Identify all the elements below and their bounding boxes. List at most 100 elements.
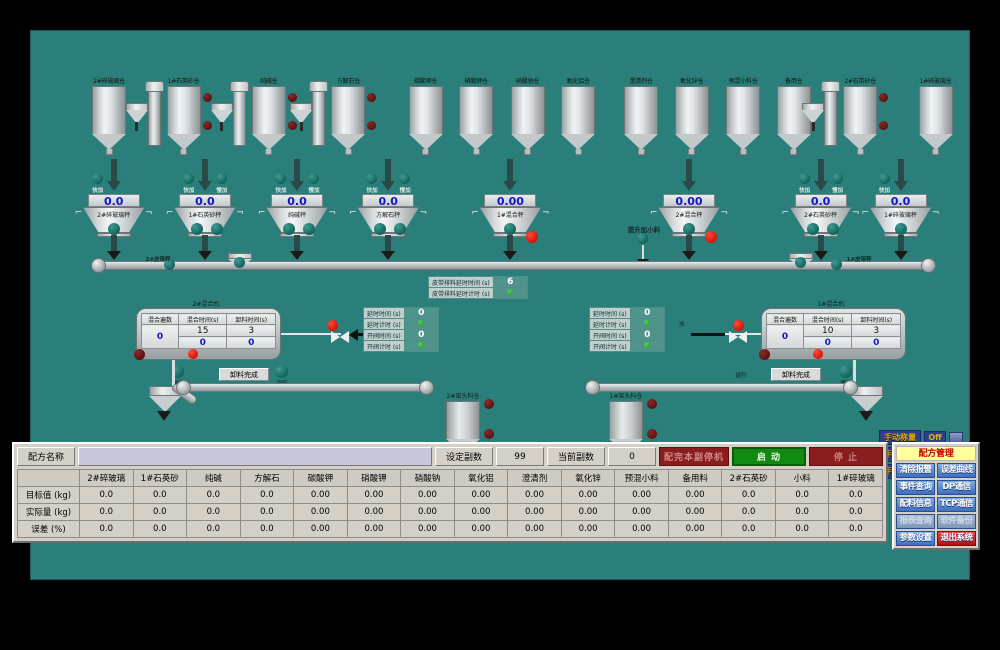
- recipe-row-header: 目标值 (kg): [17, 486, 80, 504]
- mixer-unload-time-set[interactable]: 3: [226, 324, 276, 337]
- scale-discharge-lamp[interactable]: [504, 223, 517, 235]
- scale-downspout: [201, 235, 208, 253]
- recipe-cell[interactable]: 0.00: [507, 486, 562, 504]
- recipe-cell: 0.00: [507, 503, 562, 521]
- mixer1-gate-lamp[interactable]: [839, 365, 852, 378]
- silo-13[interactable]: [843, 86, 878, 155]
- recipe-cell[interactable]: 0.00: [614, 486, 669, 504]
- fast-feed-lamp[interactable]: [275, 173, 287, 184]
- mixer-mix-time-set[interactable]: 10: [802, 324, 853, 337]
- scale-discharge-lamp-2[interactable]: [394, 223, 407, 235]
- scale-readout: 0.00: [484, 194, 537, 208]
- recipe-cell[interactable]: 0.0: [239, 486, 295, 504]
- mixer2-run-lamp[interactable]: [275, 365, 288, 378]
- function-button[interactable]: 事件查询: [896, 480, 935, 495]
- silo-9[interactable]: [624, 86, 659, 155]
- function-button[interactable]: 误差曲线: [937, 463, 976, 478]
- scale-discharge-lamp[interactable]: [806, 223, 819, 235]
- scale-discharge-lamp[interactable]: [374, 223, 387, 235]
- mixer2-panel[interactable]: 混合遍数 混合时间(s) 卸料时间(s) 0 15 3 0 0: [136, 308, 281, 360]
- silo-3[interactable]: [251, 86, 286, 155]
- weigh-scale-3[interactable]: 0.0 纯碱秤 ⌐ ¬: [258, 194, 336, 237]
- fast-feed-lamp[interactable]: [91, 173, 103, 184]
- silo-4[interactable]: [331, 86, 366, 155]
- silo-7[interactable]: [510, 86, 545, 155]
- recipe-cell[interactable]: 0.0: [721, 486, 776, 504]
- recipe-cell[interactable]: 0.00: [400, 486, 455, 504]
- scale-readout: 0.0: [87, 194, 140, 208]
- panel-title-recipe-management[interactable]: 配方管理: [896, 446, 976, 461]
- slow-feed-lamp[interactable]: [308, 173, 320, 184]
- recipe-cell[interactable]: 0.00: [560, 486, 616, 504]
- silo-14[interactable]: [918, 86, 953, 155]
- timer-value[interactable]: 0: [629, 329, 665, 341]
- scale-suspension-icon: ⌐: [861, 208, 870, 218]
- recipe-cell[interactable]: 0.0: [132, 486, 188, 504]
- silo-10[interactable]: [674, 86, 709, 155]
- function-button[interactable]: 参数设置: [896, 531, 935, 546]
- recipe-col-header: 硝酸钠: [400, 469, 455, 487]
- recipe-cell[interactable]: 0.0: [774, 486, 830, 504]
- function-button[interactable]: 配料信息: [896, 497, 935, 512]
- timer-value[interactable]: 0: [403, 307, 439, 319]
- scale-discharge-lamp-2[interactable]: [210, 223, 223, 235]
- scale-discharge-lamp[interactable]: [190, 223, 203, 235]
- silo-2[interactable]: [166, 86, 201, 155]
- stop-after-batch-button[interactable]: 配完本副停机: [659, 447, 729, 466]
- fast-feed-lamp[interactable]: [878, 173, 890, 184]
- recipe-name-input[interactable]: [78, 447, 432, 466]
- silo-6[interactable]: [459, 86, 494, 155]
- weigh-scale-4[interactable]: 0.0 方解石秤 ⌐ ¬: [349, 194, 427, 237]
- function-button[interactable]: 退出系统: [937, 531, 976, 546]
- mixer2-discharge-hopper: [149, 386, 181, 412]
- timer-value[interactable]: 6: [492, 276, 528, 288]
- slow-feed-lamp[interactable]: [831, 173, 843, 184]
- recipe-cell[interactable]: 0.00: [453, 486, 509, 504]
- function-button[interactable]: DP通信: [937, 480, 976, 495]
- function-button[interactable]: 清除报警: [896, 463, 935, 478]
- mixer-pass-count[interactable]: 0: [766, 324, 804, 349]
- silo-11[interactable]: [726, 86, 761, 155]
- function-button[interactable]: TCP通信: [937, 497, 976, 512]
- timer-value[interactable]: 0: [629, 307, 665, 319]
- slow-feed-lamp[interactable]: [215, 173, 227, 184]
- scale-discharge-lamp[interactable]: [683, 223, 695, 235]
- mixer-pass-count[interactable]: 0: [141, 324, 179, 349]
- mixer2-unload-complete-button[interactable]: 卸料完成: [219, 368, 269, 381]
- recipe-cell[interactable]: 0.0: [828, 486, 883, 504]
- fast-feed-lamp[interactable]: [182, 173, 194, 184]
- weigh-scale-1[interactable]: 0.0 2#碎玻璃秤 ⌐ ¬: [75, 194, 153, 237]
- scale-discharge-lamp[interactable]: [894, 223, 907, 235]
- scale-discharge-lamp-2[interactable]: [303, 223, 316, 235]
- recipe-cell[interactable]: 0.0: [79, 486, 134, 504]
- recipe-cell[interactable]: 0.0: [186, 486, 241, 504]
- silo-8[interactable]: [561, 86, 596, 155]
- recipe-col-header: 氧化铝: [453, 469, 509, 487]
- mixer-unload-time-set[interactable]: 3: [851, 324, 901, 337]
- timer-value[interactable]: 0: [403, 329, 439, 341]
- mixer-mix-time-set[interactable]: 15: [177, 324, 228, 337]
- manual-control-row[interactable]: 手动称量 Off: [879, 430, 963, 445]
- fast-feed-lamp[interactable]: [366, 173, 378, 184]
- scale-discharge-lamp-2[interactable]: [826, 223, 839, 235]
- start-button[interactable]: 启 动: [732, 447, 806, 466]
- stop-button[interactable]: 停 止: [809, 447, 883, 466]
- weigh-scale-5[interactable]: 0.00 1#混合秤 ⌐ ¬: [471, 194, 549, 237]
- weigh-scale-2[interactable]: 0.0 1#石英砂秤 ⌐ ¬: [166, 194, 244, 237]
- mixer1-unload-complete-button[interactable]: 卸料完成: [771, 368, 821, 381]
- recipe-cell[interactable]: 0.00: [293, 486, 348, 504]
- recipe-cell[interactable]: 0.00: [667, 486, 723, 504]
- fast-feed-lamp[interactable]: [798, 173, 810, 184]
- scale-discharge-lamp[interactable]: [283, 223, 296, 235]
- weigh-scale-7[interactable]: 0.0 2#石英砂秤 ⌐ ¬: [782, 194, 860, 237]
- scale-suspension-icon: ⌐: [258, 208, 266, 218]
- silo-1[interactable]: [92, 86, 127, 155]
- dust-collector: [821, 81, 841, 146]
- table-row: 误差 (%) 0.0 0.0 0.0 0.0 0.00 0.00 0.00 0.00 0.00 0.…: [17, 520, 883, 538]
- scale-discharge-lamp[interactable]: [107, 223, 120, 235]
- silo-5[interactable]: [408, 86, 443, 155]
- set-count-value[interactable]: 99: [496, 447, 544, 466]
- slow-feed-lamp[interactable]: [399, 173, 411, 184]
- mixer1-panel[interactable]: 混合遍数 混合时间(s) 卸料时间(s) 0 10 3 0 0: [761, 308, 906, 360]
- recipe-cell[interactable]: 0.00: [346, 486, 402, 504]
